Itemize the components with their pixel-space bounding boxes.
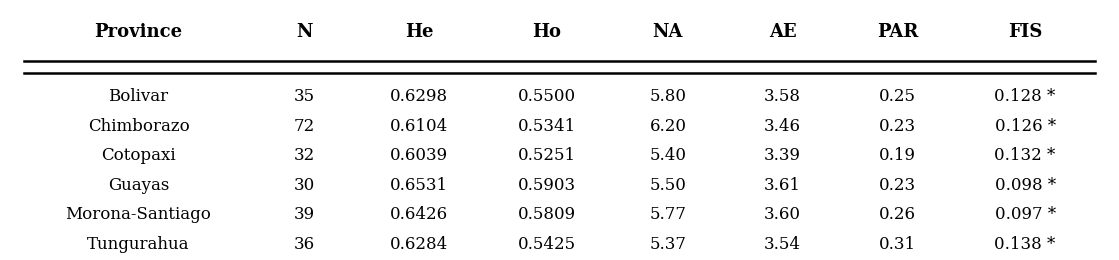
Text: N: N [297,23,312,41]
Text: Guayas: Guayas [107,177,169,194]
Text: 0.132 *: 0.132 * [995,147,1055,164]
Text: 5.77: 5.77 [649,206,686,223]
Text: 0.26: 0.26 [880,206,916,223]
Text: 72: 72 [294,118,314,135]
Text: 0.6039: 0.6039 [391,147,449,164]
Text: Cotopaxi: Cotopaxi [101,147,176,164]
Text: 5.80: 5.80 [649,88,686,105]
Text: 0.23: 0.23 [880,177,916,194]
Text: FIS: FIS [1008,23,1042,41]
Text: 0.6284: 0.6284 [391,236,449,253]
Text: 0.19: 0.19 [880,147,916,164]
Text: 0.5809: 0.5809 [518,206,576,223]
Text: 39: 39 [294,206,314,223]
Text: He: He [405,23,433,41]
Text: 0.6104: 0.6104 [391,118,449,135]
Text: 35: 35 [294,88,314,105]
Text: 3.54: 3.54 [764,236,801,253]
Text: 0.6531: 0.6531 [391,177,449,194]
Text: Tungurahua: Tungurahua [87,236,190,253]
Text: NA: NA [652,23,684,41]
Text: 0.6298: 0.6298 [391,88,449,105]
Text: 0.23: 0.23 [880,118,916,135]
Text: 0.098 *: 0.098 * [995,177,1055,194]
Text: 5.37: 5.37 [649,236,686,253]
Text: Province: Province [94,23,182,41]
Text: 0.5251: 0.5251 [518,147,576,164]
Text: Morona-Santiago: Morona-Santiago [66,206,211,223]
Text: AE: AE [769,23,797,41]
Text: 5.50: 5.50 [649,177,686,194]
Text: 0.31: 0.31 [880,236,916,253]
Text: 0.5425: 0.5425 [518,236,576,253]
Text: 0.5341: 0.5341 [518,118,576,135]
Text: 0.5903: 0.5903 [518,177,576,194]
Text: 3.39: 3.39 [764,147,801,164]
Text: 0.138 *: 0.138 * [995,236,1055,253]
Text: 0.5500: 0.5500 [518,88,576,105]
Text: 0.128 *: 0.128 * [995,88,1055,105]
Text: 3.61: 3.61 [764,177,801,194]
Text: Ho: Ho [533,23,562,41]
Text: Chimborazo: Chimborazo [87,118,189,135]
Text: 0.126 *: 0.126 * [995,118,1055,135]
Text: PAR: PAR [877,23,919,41]
Text: 36: 36 [294,236,314,253]
Text: 32: 32 [294,147,314,164]
Text: Bolivar: Bolivar [109,88,169,105]
Text: 6.20: 6.20 [649,118,686,135]
Text: 0.097 *: 0.097 * [995,206,1055,223]
Text: 3.58: 3.58 [764,88,801,105]
Text: 3.46: 3.46 [764,118,801,135]
Text: 0.6426: 0.6426 [391,206,449,223]
Text: 3.60: 3.60 [764,206,801,223]
Text: 5.40: 5.40 [649,147,686,164]
Text: 0.25: 0.25 [880,88,916,105]
Text: 30: 30 [294,177,314,194]
